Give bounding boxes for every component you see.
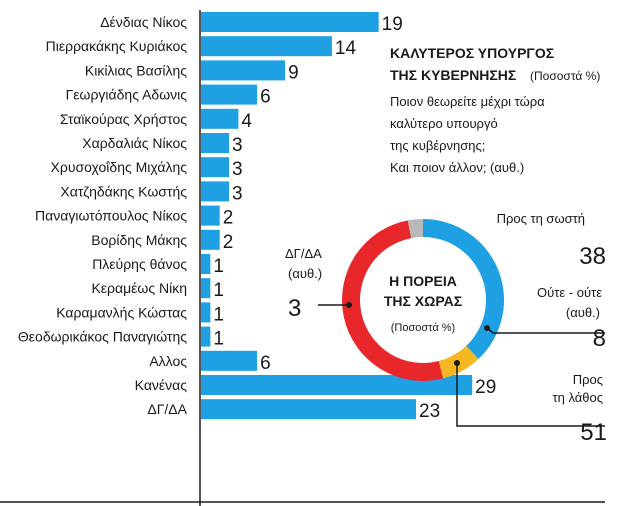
value-label: 19	[382, 14, 403, 35]
category-label: Κανένας	[135, 377, 188, 393]
bar-chart-subtitle: (Ποσοστά %)	[530, 69, 600, 83]
donut-slice	[407, 219, 423, 239]
category-label: Δένδιας Νίκος	[100, 14, 187, 30]
category-label: Αλλος	[149, 353, 187, 369]
donut-title-line-2: ΤΗΣ ΧΩΡΑΣ	[384, 293, 462, 309]
leader-dot-neither	[484, 325, 490, 331]
leader-line-neither	[486, 327, 605, 334]
value-label: 23	[419, 401, 440, 422]
bar	[201, 108, 239, 129]
bar	[201, 181, 230, 202]
bar-chart-question-line-2: καλύτερο υπουργό	[390, 116, 498, 131]
bar-chart-title-line-1: ΚΑΛΥΤΕΡΟΣ ΥΠΟΥΡΓΟΣ	[390, 45, 554, 61]
value-label: 2	[223, 232, 234, 253]
donut-label-right: Προς τη σωστή	[497, 211, 585, 226]
category-label: Καραμανλής Κώστας	[56, 304, 187, 320]
category-label: Χαρδαλιάς Νίκος	[82, 135, 187, 151]
bar	[201, 84, 258, 105]
bar-chart-title-block: ΚΑΛΥΤΕΡΟΣ ΥΠΟΥΡΓΟΣ ΤΗΣ ΚΥΒΕΡΝΗΣΗΣ (Ποσοσ…	[390, 45, 600, 175]
leader-dot-dkna	[346, 302, 352, 308]
category-label: Κεραμέως Νίκη	[91, 280, 187, 296]
value-label: 1	[213, 280, 224, 301]
donut-label-dkna-line-2: (αυθ.)	[288, 266, 322, 281]
bar	[201, 229, 220, 250]
category-label: Χρυσοχοΐδης Μιχάλης	[51, 159, 188, 175]
value-label: 14	[335, 38, 357, 59]
value-label: 3	[232, 183, 243, 204]
bar	[201, 326, 211, 347]
category-label: Γεωργιάδης Αδωνις	[66, 87, 188, 103]
category-label: Πιερρακάκης Κυριάκος	[46, 38, 188, 54]
bar	[201, 36, 332, 57]
category-label: Σταϊκούρας Χρήστος	[60, 111, 187, 127]
donut-value-right: 38	[579, 243, 606, 270]
donut-label-neither-line-2: (αυθ.)	[566, 305, 600, 320]
value-label: 9	[288, 62, 299, 83]
bar-chart-title-line-2: ΤΗΣ ΚΥΒΕΡΝΗΣΗΣ	[390, 67, 516, 83]
category-label: Θεοδωρικάκος Παναγιώτης	[18, 329, 187, 345]
bar	[201, 302, 211, 323]
bar	[201, 278, 211, 299]
bar	[201, 205, 220, 226]
donut-value-neither: 8	[593, 325, 606, 352]
bar-chart-question-line-3: της κυβέρνησης;	[390, 138, 485, 153]
value-label: 4	[241, 111, 252, 132]
value-label: 6	[260, 87, 271, 108]
category-label: ΔΓ/ΔΑ	[147, 401, 187, 417]
category-label: Παναγιωτόπουλος Νίκος	[35, 208, 187, 224]
donut-label-wrong-line-2: τη λάθος	[552, 390, 603, 405]
donut-label-dkna-line-1: ΔΓ/ΔΑ	[285, 246, 322, 261]
bar-chart-question-line-1: Ποιον θεωρείτε μέχρι τώρα	[390, 94, 545, 109]
bar-chart-question-line-4: Και ποιον άλλον; (αυθ.)	[390, 160, 524, 175]
value-label: 29	[475, 377, 496, 398]
value-label: 1	[213, 256, 224, 277]
bar	[201, 375, 473, 395]
value-label: 3	[232, 135, 243, 156]
bar	[201, 157, 230, 178]
donut-label-wrong-line-1: Προς	[573, 372, 603, 387]
category-label: Κικίλιας Βασίλης	[85, 62, 187, 78]
category-label: Χατζηδάκης Κωστής	[60, 183, 187, 199]
bar	[201, 12, 379, 32]
category-label: Πλεύρης θάνος	[92, 256, 187, 272]
donut-center: Η ΠΟΡΕΙΑ ΤΗΣ ΧΩΡΑΣ (Ποσοστά %)	[384, 273, 462, 334]
donut-slice	[342, 220, 444, 381]
bar	[201, 350, 258, 371]
leader-line-wrong	[456, 363, 605, 427]
bar	[201, 399, 417, 420]
category-label: Βορίδης Μάκης	[91, 232, 187, 248]
value-label: 6	[260, 353, 271, 374]
bar	[201, 60, 286, 81]
donut-value-dkna: 3	[288, 295, 301, 322]
value-label: 2	[223, 208, 234, 229]
bar	[201, 133, 230, 153]
value-label: 3	[232, 159, 243, 180]
donut-subtitle: (Ποσοστά %)	[391, 322, 455, 334]
value-label: 1	[213, 304, 224, 325]
donut-title-line-1: Η ΠΟΡΕΙΑ	[389, 273, 457, 289]
donut-slice	[423, 219, 504, 360]
value-label: 1	[213, 329, 224, 350]
bar	[201, 254, 211, 274]
leader-dot-wrong	[454, 360, 460, 366]
donut-value-wrong: 51	[580, 419, 607, 446]
donut-label-neither-line-1: Ούτε - ούτε	[537, 285, 602, 300]
